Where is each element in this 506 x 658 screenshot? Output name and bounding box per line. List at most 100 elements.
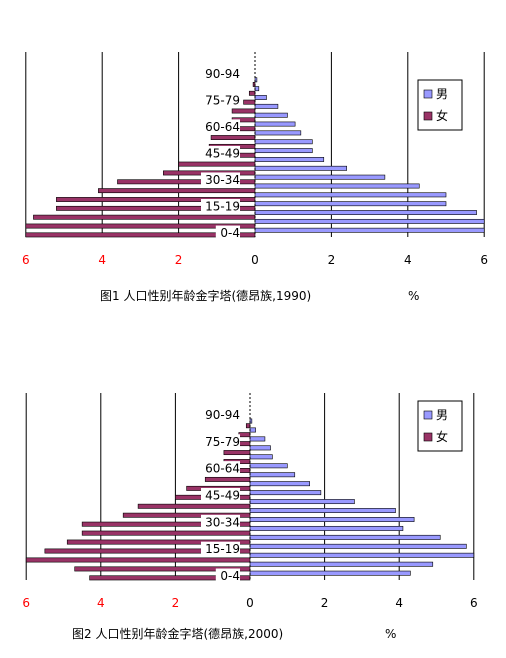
bar-male-40-44 <box>254 157 325 162</box>
bar-male-30-34 <box>249 517 415 522</box>
x-tick-label: 2 <box>321 596 329 610</box>
bar-male-85-89 <box>254 77 258 83</box>
age-label-bg <box>201 487 240 501</box>
bar-female-30-34 <box>81 521 251 527</box>
age-label-bg <box>201 514 240 528</box>
x-tick-label: 6 <box>480 253 488 267</box>
legend-swatch-女 <box>423 111 433 121</box>
age-label-0-4: 0-4 <box>220 226 240 240</box>
age-label-bg <box>215 568 240 582</box>
age-label-bg <box>201 172 240 186</box>
bar-male-20-24 <box>249 534 441 540</box>
chart-title: 图1 人口性别年龄金字塔(德昂族,1990) <box>100 288 311 303</box>
bar-male-65-69 <box>254 112 288 118</box>
unit-label: % <box>385 627 396 641</box>
age-label-15-19: 15-19 <box>205 200 240 214</box>
bar-female-0-4 <box>25 232 256 238</box>
bar-female-20-24 <box>56 197 256 202</box>
bar-male-55-59 <box>249 472 296 478</box>
bar-male-0-4 <box>249 570 411 576</box>
bar-male-5-9 <box>249 561 434 567</box>
chart-title: 图2 人口性别年龄金字塔(德昂族,2000) <box>72 626 283 641</box>
legend-label-男: 男 <box>436 87 448 101</box>
bar-female-35-39 <box>122 512 251 518</box>
age-label-bg <box>201 541 240 555</box>
age-label-bg <box>201 66 240 80</box>
age-label-bg <box>201 145 240 159</box>
age-label-75-79: 75-79 <box>205 93 240 107</box>
age-label-15-19: 15-19 <box>205 542 240 556</box>
bar-female-25-29 <box>81 530 251 536</box>
legend-label-女: 女 <box>436 429 448 444</box>
pyramid-chart-2000: 90-94 75-79 60-64 45-49 30-34 15-19 0-4 6 4 2 0 2 4 6… <box>22 393 478 641</box>
bar-male-50-54 <box>254 139 313 145</box>
bar-female-15-19 <box>44 548 251 554</box>
bar-female-25-29 <box>98 188 256 194</box>
x-tick-label: 2 <box>172 596 180 610</box>
bar-female-40-44 <box>137 503 251 509</box>
age-label-0-4: 0-4 <box>220 569 240 583</box>
bar-male-25-29 <box>249 525 404 531</box>
bar-female-5-9 <box>25 223 256 229</box>
x-tick-label: 6 <box>22 253 30 267</box>
bar-male-60-64 <box>249 463 288 469</box>
legend-box <box>417 79 463 131</box>
legend: 男女 <box>417 79 463 131</box>
legend-swatch-女 <box>423 432 433 442</box>
unit-label: % <box>408 289 419 303</box>
bar-female-55-59 <box>204 476 251 482</box>
x-tick-label: 4 <box>395 596 403 610</box>
legend-swatch-男 <box>423 410 433 420</box>
bar-female-5-9 <box>74 566 251 572</box>
x-tick-label: 2 <box>328 253 336 267</box>
bar-male-65-69 <box>249 454 273 460</box>
pyramid-chart-1990: 90-94 75-79 60-64 45-49 30-34 15-19 0-4 6 4 2 0 2 4 6… <box>22 52 488 303</box>
bar-female-40-44 <box>178 161 256 167</box>
bar-male-30-34 <box>254 174 386 180</box>
bar-female-10-14 <box>33 214 256 220</box>
age-label-bg <box>201 199 240 213</box>
bar-male-75-79 <box>249 436 266 442</box>
bar-male-10-14 <box>249 552 475 558</box>
age-label-90-94: 90-94 <box>205 408 240 422</box>
bar-male-45-49 <box>249 490 322 496</box>
age-label-30-34: 30-34 <box>205 173 240 187</box>
bar-male-35-39 <box>254 165 347 171</box>
age-label-bg <box>201 407 240 421</box>
x-tick-label: 4 <box>98 253 106 267</box>
bar-female-75-79 <box>243 99 256 105</box>
age-label-30-34: 30-34 <box>205 515 240 529</box>
bar-male-40-44 <box>249 499 355 505</box>
bar-male-35-39 <box>249 508 396 513</box>
legend-box <box>417 400 463 452</box>
x-tick-label: 6 <box>470 596 478 610</box>
bar-female-80-84 <box>238 432 251 438</box>
legend-swatch-男 <box>423 89 433 99</box>
bar-female-55-59 <box>210 135 256 140</box>
x-tick-label: 6 <box>22 596 30 610</box>
bar-male-60-64 <box>254 121 296 127</box>
bar-male-15-19 <box>254 201 447 207</box>
age-label-60-64: 60-64 <box>205 462 240 476</box>
bar-female-70-74 <box>223 450 251 456</box>
bar-male-5-9 <box>254 218 485 224</box>
bar-male-50-54 <box>249 481 310 487</box>
x-tick-label: 4 <box>404 253 412 267</box>
bar-male-25-29 <box>254 183 420 189</box>
bar-male-70-74 <box>254 103 279 109</box>
age-label-bg <box>215 225 240 239</box>
age-label-45-49: 45-49 <box>205 146 240 160</box>
bar-male-80-84 <box>249 427 256 433</box>
legend: 男女 <box>417 400 463 452</box>
age-label-bg <box>201 434 240 448</box>
legend-label-女: 女 <box>436 108 448 123</box>
age-label-45-49: 45-49 <box>205 488 240 502</box>
bar-male-55-59 <box>254 130 302 136</box>
bar-female-85-89 <box>245 423 251 429</box>
x-tick-label: 4 <box>97 596 105 610</box>
age-label-bg <box>201 119 240 133</box>
bar-male-75-79 <box>254 95 267 100</box>
x-tick-label: 2 <box>175 253 183 267</box>
bar-male-80-84 <box>254 86 260 92</box>
bar-male-10-14 <box>254 210 477 215</box>
